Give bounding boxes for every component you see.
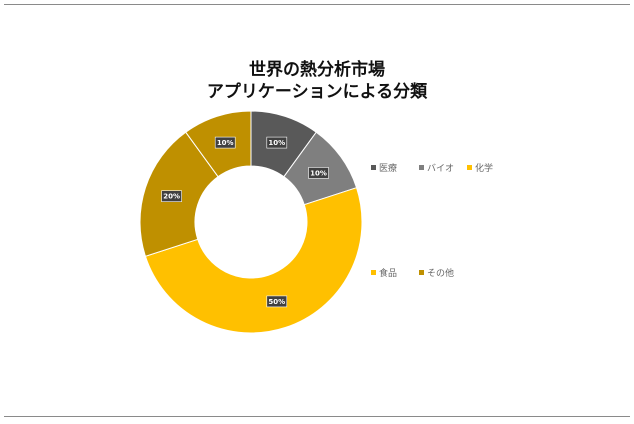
data-label-1: 10% — [266, 136, 288, 149]
donut-slice-3 — [144, 187, 363, 334]
data-label-5: 10% — [214, 136, 236, 149]
data-label-3: 50% — [266, 295, 288, 308]
chart-title-line-1: 世界の熱分析市場 — [249, 60, 385, 80]
legend-item-4: 食品 — [371, 267, 397, 279]
legend-label: バイオ — [427, 163, 454, 174]
data-label-text: 10% — [217, 139, 234, 147]
legend-label: その他 — [427, 267, 454, 279]
data-labels: 10% 10% 50% 20% 10% — [161, 136, 329, 308]
data-label-box — [266, 136, 288, 149]
legend-label: 医療 — [379, 162, 397, 174]
legend-item-2: バイオ — [419, 163, 454, 174]
legend-item-5: その他 — [419, 267, 454, 279]
top-rule — [4, 4, 630, 5]
legend-swatch — [371, 165, 376, 170]
data-label-box — [266, 295, 288, 308]
legend-swatch — [419, 165, 424, 170]
data-label-box — [214, 136, 236, 149]
legend-item-3: 化学 — [467, 162, 493, 174]
data-label-text: 10% — [310, 169, 327, 177]
data-label-box — [308, 167, 329, 179]
legend-swatch — [371, 270, 376, 275]
donut-slices — [139, 110, 363, 334]
data-label-4: 20% — [161, 190, 182, 202]
legend-label: 食品 — [379, 267, 397, 279]
legend-item-1: 医療 — [371, 162, 397, 174]
legend-swatch — [467, 165, 472, 170]
bottom-rule — [4, 416, 630, 417]
data-label-text: 20% — [163, 193, 180, 201]
legend-label: 化学 — [475, 162, 493, 174]
data-label-text: 50% — [268, 298, 285, 306]
data-label-2: 10% — [308, 167, 329, 179]
legend-swatch — [419, 270, 424, 275]
chart-title-line-2: アプリケーションによる分類 — [206, 82, 428, 102]
data-label-text: 10% — [268, 139, 285, 147]
data-label-box — [161, 190, 182, 202]
